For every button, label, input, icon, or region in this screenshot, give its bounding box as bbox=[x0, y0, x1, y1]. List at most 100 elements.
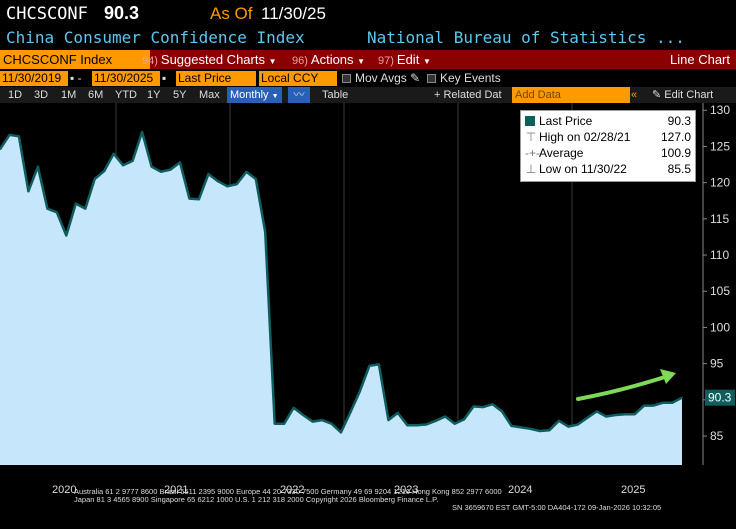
high-marker-icon: ⊤ bbox=[525, 130, 537, 144]
y-tick-label: 105 bbox=[710, 284, 730, 298]
data-point bbox=[273, 422, 276, 425]
add-data-input[interactable]: Add Data bbox=[512, 87, 630, 103]
data-point bbox=[207, 173, 210, 175]
field-selector[interactable]: Last Price bbox=[176, 71, 256, 86]
data-point bbox=[122, 164, 124, 167]
pencil-icon: ✎ bbox=[410, 71, 421, 85]
frequency-selector[interactable]: Monthly ▼ bbox=[227, 87, 282, 103]
data-point bbox=[302, 414, 304, 416]
x-tick-label: 2025 bbox=[621, 484, 646, 496]
data-point bbox=[548, 429, 551, 432]
suggested-charts-label: Suggested Charts bbox=[160, 52, 265, 67]
y-tick-label: 85 bbox=[710, 429, 724, 443]
x-tick-label: 2020 bbox=[52, 484, 77, 496]
calendar-icon[interactable]: ▪ bbox=[162, 71, 167, 85]
data-point bbox=[586, 417, 589, 419]
y-axis-ticks: 85 95 100 105 110 115 120 125 130 bbox=[702, 103, 730, 465]
data-point bbox=[84, 207, 87, 210]
pencil-icon: ✎ bbox=[652, 89, 662, 101]
chart-legend[interactable]: Last Price 90.3 ⊤ High on 02/28/21 127.0 -+… bbox=[520, 110, 696, 182]
checkbox-icon bbox=[342, 74, 351, 83]
line-style-icon[interactable]: 〰 bbox=[288, 87, 310, 103]
data-point bbox=[614, 414, 617, 416]
data-point bbox=[217, 180, 219, 182]
end-date-field[interactable]: 11/30/2025 bbox=[92, 71, 160, 86]
series-points bbox=[0, 131, 683, 434]
period-1d[interactable]: 1D bbox=[8, 89, 23, 101]
data-point bbox=[18, 135, 20, 138]
data-point bbox=[529, 428, 532, 430]
double-chevron-icon[interactable]: « bbox=[631, 89, 638, 101]
mov-avgs-toggle[interactable]: Mov Avgs ✎ bbox=[342, 71, 420, 86]
data-point bbox=[179, 161, 181, 164]
ticker-field[interactable]: CHCSCONF Index bbox=[0, 50, 150, 69]
period-3d[interactable]: 3D bbox=[34, 89, 49, 101]
y-tick-label: 125 bbox=[710, 139, 730, 153]
caret-down-icon: ▼ bbox=[422, 57, 431, 66]
footer-contacts-line1: Australia 61 2 9777 8600 Brazil 5511 239… bbox=[74, 487, 502, 496]
data-point bbox=[112, 152, 115, 155]
data-point bbox=[577, 423, 579, 426]
data-point bbox=[65, 234, 68, 237]
last-value-text: 90.3 bbox=[708, 391, 732, 405]
currency-selector[interactable]: Local CCY bbox=[259, 71, 337, 86]
data-point bbox=[359, 390, 361, 392]
y-tick-label: 95 bbox=[710, 357, 724, 371]
data-point bbox=[520, 426, 522, 429]
toolbar: CHCSCONF Index 94) Suggested Charts ▼ 96)… bbox=[0, 50, 736, 69]
actions-number: 96) bbox=[292, 55, 308, 67]
key-events-toggle[interactable]: Key Events bbox=[427, 71, 501, 86]
y-tick-label: 110 bbox=[710, 248, 729, 262]
last-value-badge bbox=[705, 389, 735, 406]
suggested-charts-button[interactable]: 94) Suggested Charts ▼ bbox=[142, 50, 277, 69]
trend-arrow-icon bbox=[576, 369, 676, 401]
data-point bbox=[169, 168, 172, 171]
period-5y[interactable]: 5Y bbox=[173, 89, 187, 101]
data-point bbox=[510, 425, 513, 427]
data-point bbox=[131, 160, 134, 162]
data-point bbox=[188, 197, 191, 200]
data-point bbox=[254, 178, 257, 180]
data-point bbox=[245, 170, 248, 173]
edit-chart-label: Edit Chart bbox=[664, 89, 714, 101]
legend-high-value: 127.0 bbox=[660, 130, 691, 144]
data-point bbox=[633, 413, 636, 416]
data-point bbox=[624, 413, 626, 416]
calendar-icon[interactable]: ▪ - bbox=[70, 71, 82, 85]
period-row: 1D 3D 1M 6M YTD 1Y 5Y Max Monthly ▼ 〰 Ta… bbox=[0, 87, 736, 103]
data-point bbox=[662, 401, 664, 404]
y-tick-label: 120 bbox=[710, 176, 730, 190]
header-row: CHCSCONF 90.3 As Of 11/30/25 bbox=[0, 0, 736, 26]
related-data-button[interactable]: + Related Dat bbox=[434, 89, 502, 101]
edit-button[interactable]: 97) Edit ▼ bbox=[378, 50, 431, 69]
period-max[interactable]: Max bbox=[199, 89, 220, 101]
data-point bbox=[595, 410, 598, 413]
period-ytd[interactable]: YTD bbox=[115, 89, 137, 101]
caret-down-icon: ▼ bbox=[357, 57, 366, 66]
period-1m[interactable]: 1M bbox=[61, 89, 77, 101]
period-1y[interactable]: 1Y bbox=[147, 89, 161, 101]
data-point bbox=[56, 211, 58, 214]
y-tick-label: 130 bbox=[710, 103, 730, 117]
data-point bbox=[539, 430, 541, 432]
security-description: China Consumer Confidence Index bbox=[6, 28, 305, 47]
data-point bbox=[330, 422, 333, 425]
data-point bbox=[558, 420, 560, 422]
table-button[interactable]: Table bbox=[322, 89, 349, 101]
data-point bbox=[368, 365, 371, 367]
data-point bbox=[406, 424, 409, 426]
edit-chart-button[interactable]: ✎ Edit Chart bbox=[652, 87, 713, 103]
actions-button[interactable]: 96) Actions ▼ bbox=[292, 50, 365, 69]
footer-session-info: SN 3659670 EST GMT-5:00 DA404-172 09-Jan… bbox=[452, 503, 662, 512]
legend-last-price: Last Price 90.3 bbox=[525, 114, 693, 129]
data-point bbox=[643, 404, 645, 407]
data-point bbox=[103, 170, 105, 172]
frequency-label: Monthly bbox=[230, 89, 269, 101]
legend-low-label: Low on 11/30/22 bbox=[539, 162, 627, 176]
data-point bbox=[605, 415, 608, 418]
data-point bbox=[8, 134, 11, 136]
edit-number: 97) bbox=[378, 55, 394, 67]
period-6m[interactable]: 6M bbox=[88, 89, 104, 101]
start-date-field[interactable]: 11/30/2019 bbox=[0, 71, 68, 86]
data-point bbox=[491, 403, 494, 405]
